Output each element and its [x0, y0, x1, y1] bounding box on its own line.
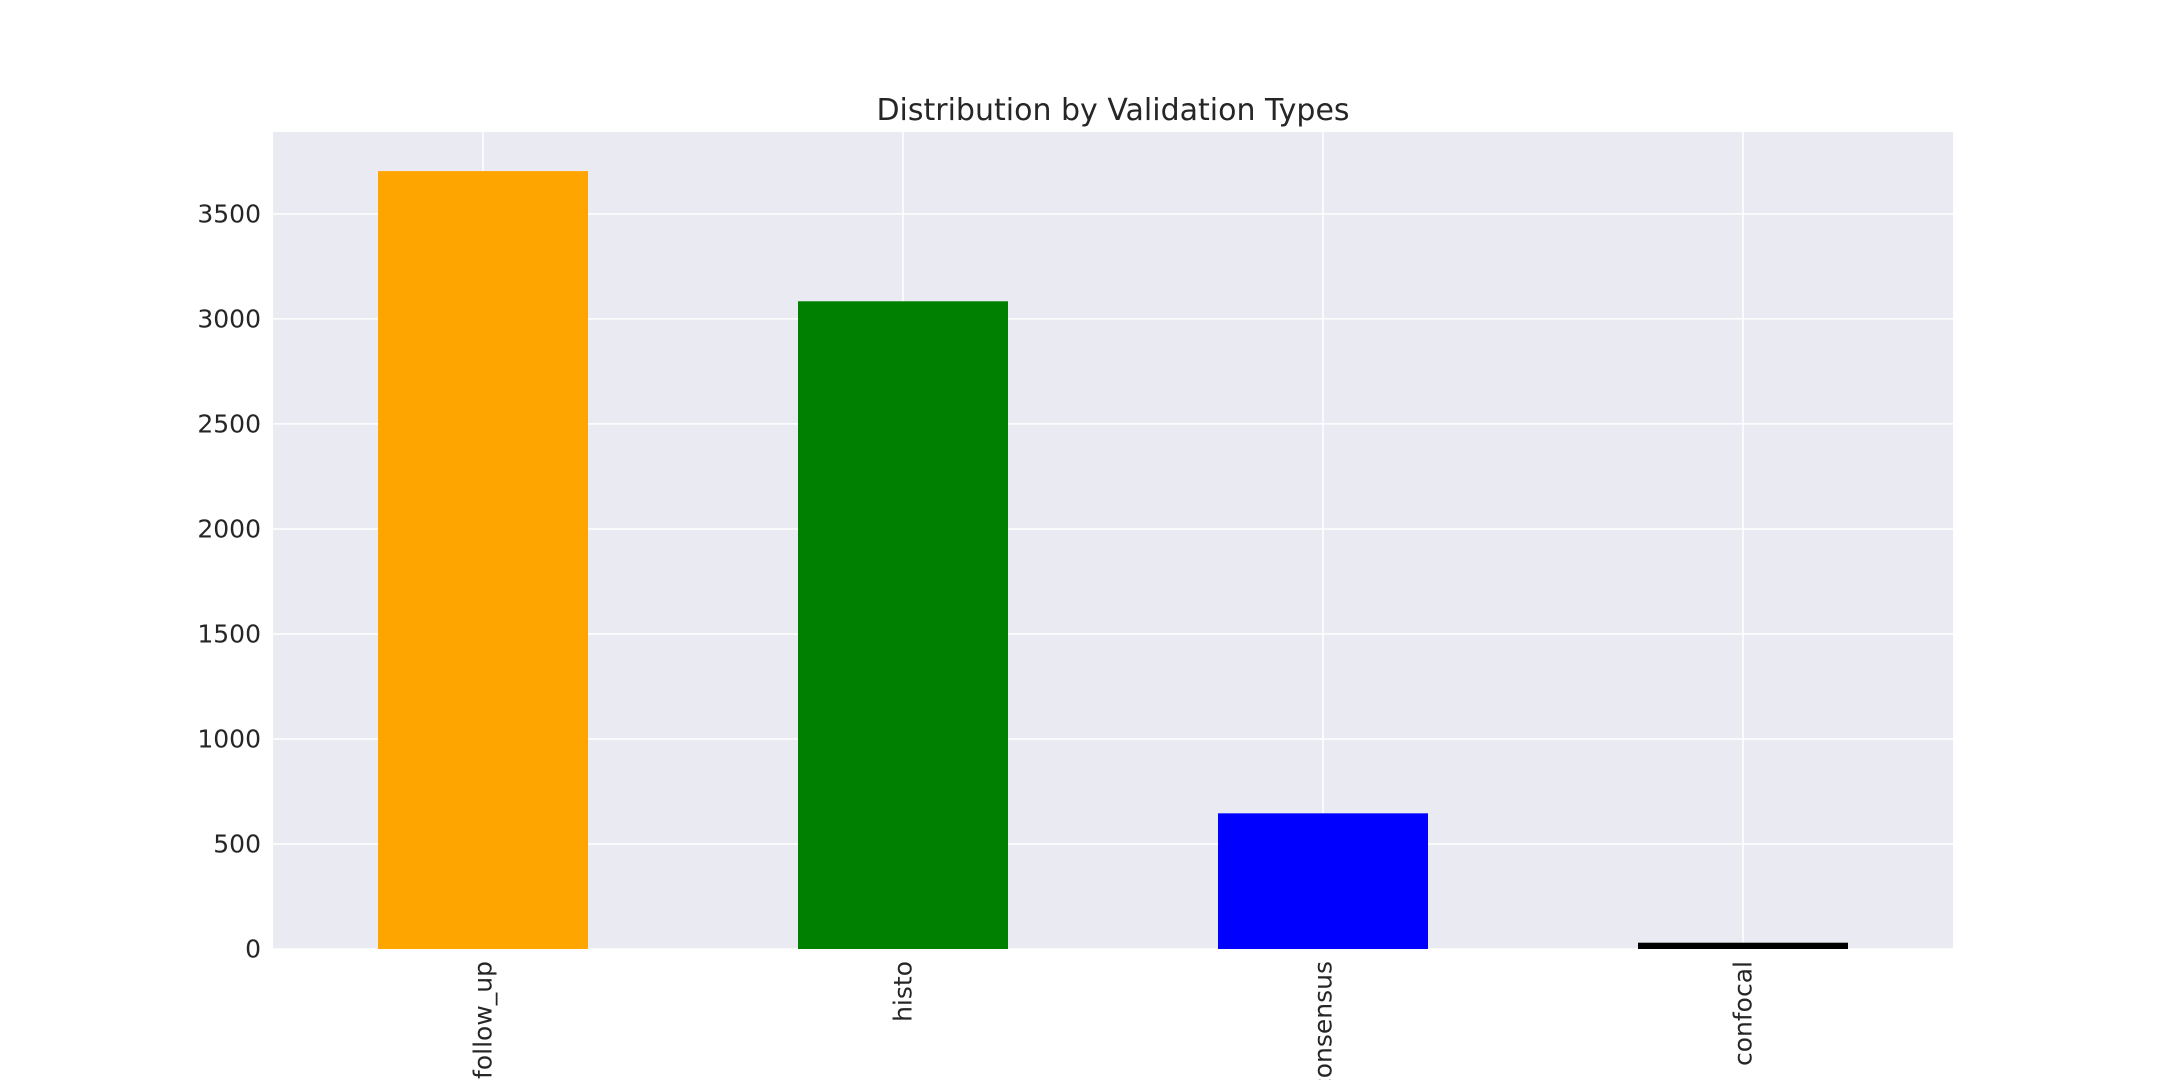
x-axis-ticks: follow_up histo consensus confocal	[469, 961, 1758, 1080]
y-tick-label: 3500	[197, 199, 261, 228]
chart-title: Distribution by Validation Types	[876, 93, 1349, 128]
bars	[378, 171, 1848, 949]
y-tick-label: 1000	[197, 724, 261, 753]
x-tick-label: follow_up	[469, 961, 498, 1079]
y-tick-label: 3000	[197, 304, 261, 333]
y-tick-label: 1500	[197, 619, 261, 648]
y-tick-label: 2500	[197, 409, 261, 438]
bar-consensus	[1218, 813, 1428, 949]
bar-confocal	[1638, 942, 1848, 949]
y-axis-ticks: 0 500 1000 1500 2000 2500 3000 3500	[197, 199, 261, 963]
x-tick-label: consensus	[1309, 961, 1338, 1080]
bar-histo	[798, 301, 1008, 949]
x-tick-label: histo	[889, 961, 918, 1022]
y-tick-label: 500	[213, 829, 261, 858]
bar-follow-up	[378, 171, 588, 949]
x-tick-label: confocal	[1729, 961, 1758, 1066]
y-tick-label: 0	[245, 935, 261, 964]
y-tick-label: 2000	[197, 514, 261, 543]
